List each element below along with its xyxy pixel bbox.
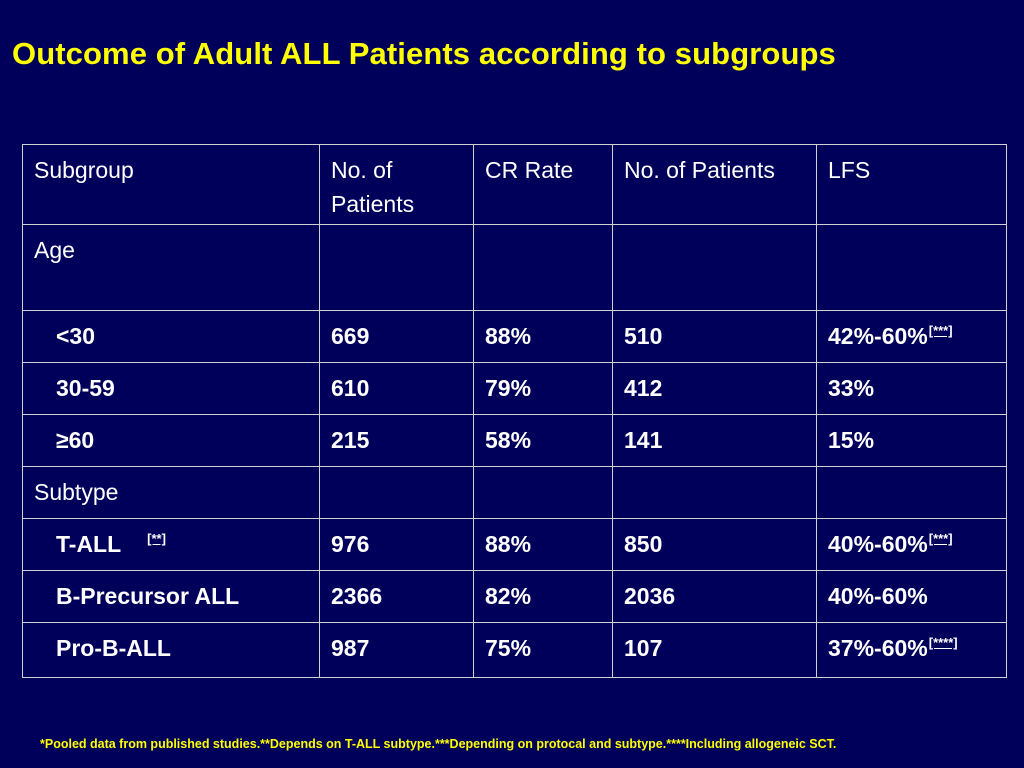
table-row: ≥60 215 58% 141 15% <box>22 414 1007 467</box>
cell-patients: 669 <box>319 310 474 363</box>
header-subgroup: Subgroup <box>22 144 320 225</box>
cell-patients-lfs: 850 <box>612 518 817 571</box>
section-row-subtype: Subtype <box>22 466 1007 519</box>
cell-patients: 215 <box>319 414 474 467</box>
table-row: <30 669 88% 510 42%-60%[***] <box>22 310 1007 363</box>
cell-lfs: 15% <box>816 414 1007 467</box>
cell-cr-rate: 79% <box>473 362 613 415</box>
cell-patients-lfs: 141 <box>612 414 817 467</box>
cell-patients: 610 <box>319 362 474 415</box>
cell-lfs: 40%-60%[***] <box>816 518 1007 571</box>
section-label: Age <box>22 224 320 311</box>
cell-patients: 2366 <box>319 570 474 623</box>
cell-lfs: 42%-60%[***] <box>816 310 1007 363</box>
reference-link[interactable]: [***] <box>928 531 953 547</box>
cell-patients-lfs: 412 <box>612 362 817 415</box>
cell-patients-lfs: 510 <box>612 310 817 363</box>
cell-cr-rate: 58% <box>473 414 613 467</box>
row-label: 30-59 <box>22 362 320 415</box>
row-label: <30 <box>22 310 320 363</box>
cell-patients: 976 <box>319 518 474 571</box>
table-row: B-Precursor ALL 2366 82% 2036 40%-60% <box>22 570 1007 623</box>
outcome-table: Subgroup No. of Patients CR Rate No. of … <box>22 144 1007 678</box>
row-label: ≥60 <box>22 414 320 467</box>
cell-lfs: 37%-60%[****] <box>816 622 1007 678</box>
row-label: T-ALL [**] <box>22 518 320 571</box>
table-header-row: Subgroup No. of Patients CR Rate No. of … <box>22 144 1007 225</box>
row-label: Pro-B-ALL <box>22 622 320 678</box>
table-row: 30-59 610 79% 412 33% <box>22 362 1007 415</box>
cell-lfs: 40%-60% <box>816 570 1007 623</box>
cell-cr-rate: 88% <box>473 310 613 363</box>
header-no-of-patients: No. of Patients <box>319 144 474 225</box>
cell-lfs: 33% <box>816 362 1007 415</box>
cell-cr-rate: 82% <box>473 570 613 623</box>
reference-link[interactable]: [****] <box>928 635 958 651</box>
section-row-age: Age <box>22 224 1007 311</box>
header-cr-rate: CR Rate <box>473 144 613 225</box>
cell-patients-lfs: 107 <box>612 622 817 678</box>
section-label: Subtype <box>22 466 320 519</box>
table-row: T-ALL [**] 976 88% 850 40%-60%[***] <box>22 518 1007 571</box>
footnote: *Pooled data from published studies.**De… <box>40 737 837 751</box>
cell-cr-rate: 75% <box>473 622 613 678</box>
cell-cr-rate: 88% <box>473 518 613 571</box>
table-row: Pro-B-ALL 987 75% 107 37%-60%[****] <box>22 622 1007 678</box>
cell-patients-lfs: 2036 <box>612 570 817 623</box>
cell-patients: 987 <box>319 622 474 678</box>
row-label: B-Precursor ALL <box>22 570 320 623</box>
header-lfs: LFS <box>816 144 1007 225</box>
reference-link[interactable]: [***] <box>928 323 953 339</box>
header-no-of-patients-lfs: No. of Patients <box>612 144 817 225</box>
reference-link[interactable]: [**] <box>147 531 166 547</box>
slide-title: Outcome of Adult ALL Patients according … <box>12 36 836 71</box>
